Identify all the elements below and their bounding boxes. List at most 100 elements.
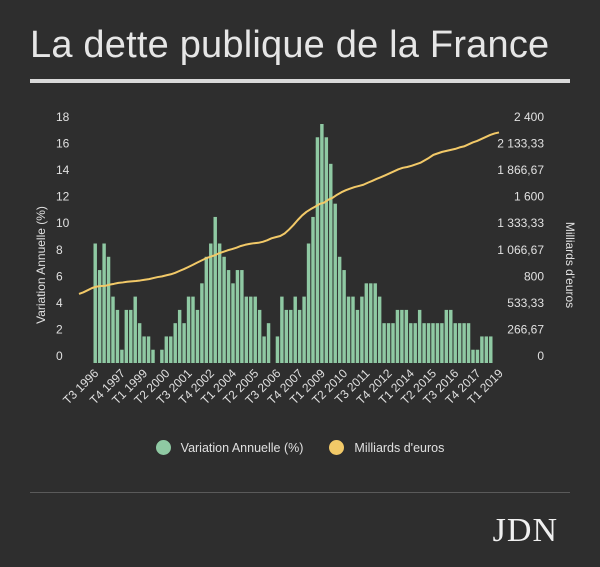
legend: Variation Annuelle (%) Milliards d'euros bbox=[0, 440, 600, 455]
y-tick-label: 2 bbox=[56, 322, 63, 336]
bar bbox=[466, 323, 471, 363]
y-axis-left: 0 2 4 6 8 10 12 14 16 18 bbox=[56, 110, 70, 363]
bar bbox=[351, 296, 355, 363]
bar bbox=[373, 283, 377, 363]
bar bbox=[462, 323, 466, 363]
bar bbox=[395, 309, 400, 363]
y2-tick-label: 533,33 bbox=[507, 296, 544, 310]
y-tick-label: 14 bbox=[56, 163, 70, 177]
bar bbox=[240, 270, 244, 363]
bar bbox=[213, 216, 217, 363]
bar bbox=[342, 270, 346, 363]
debt-line bbox=[78, 131, 500, 295]
bar bbox=[293, 296, 297, 363]
legend-label-bars: Variation Annuelle (%) bbox=[180, 440, 304, 455]
y-tick-label: 12 bbox=[56, 190, 70, 204]
bar bbox=[266, 323, 271, 363]
bar bbox=[235, 270, 240, 363]
bar bbox=[191, 296, 195, 363]
bar bbox=[311, 216, 315, 363]
legend-marker-line bbox=[329, 440, 345, 455]
bar bbox=[404, 309, 409, 363]
bar bbox=[129, 309, 133, 363]
bar bbox=[106, 256, 111, 363]
bar bbox=[164, 336, 169, 363]
bar bbox=[297, 309, 302, 363]
y-tick-label: 18 bbox=[56, 110, 70, 124]
bar bbox=[391, 323, 395, 363]
bar bbox=[409, 323, 413, 363]
bar bbox=[471, 349, 475, 363]
y2-tick-label: 1 600 bbox=[514, 190, 544, 204]
bar bbox=[209, 243, 213, 363]
bar bbox=[182, 323, 186, 363]
y-tick-label: 10 bbox=[56, 216, 70, 230]
bar bbox=[222, 256, 226, 363]
legend-item-line[interactable]: Milliards d'euros bbox=[329, 440, 444, 455]
bar bbox=[475, 349, 480, 363]
bar bbox=[93, 243, 97, 363]
bar bbox=[337, 256, 342, 363]
bar bbox=[275, 336, 280, 363]
bar bbox=[346, 296, 351, 363]
bar bbox=[133, 296, 137, 363]
bar bbox=[489, 336, 493, 363]
bar bbox=[306, 243, 311, 363]
page-title: La dette publique de la France bbox=[30, 24, 550, 66]
y2-tick-label: 1 866,67 bbox=[497, 163, 544, 177]
y-tick-label: 6 bbox=[56, 269, 63, 283]
legend-label-line: Milliards d'euros bbox=[354, 440, 445, 455]
bar bbox=[377, 296, 382, 363]
y2-tick-label: 2 400 bbox=[514, 110, 544, 124]
legend-marker-bars bbox=[155, 440, 171, 455]
bars-layer bbox=[93, 124, 493, 363]
bar bbox=[422, 323, 426, 363]
bar bbox=[320, 124, 324, 363]
bar bbox=[324, 137, 329, 363]
bar bbox=[249, 296, 253, 363]
bar bbox=[440, 323, 444, 363]
bar bbox=[111, 296, 115, 363]
bar bbox=[253, 296, 257, 363]
bar bbox=[426, 323, 431, 363]
bar bbox=[453, 323, 457, 363]
y2-tick-label: 266,67 bbox=[507, 322, 544, 336]
bar bbox=[302, 296, 306, 363]
bar bbox=[417, 309, 422, 363]
y2-axis-label: Milliards d'euros bbox=[563, 222, 577, 308]
bar bbox=[386, 323, 391, 363]
y2-tick-label: 800 bbox=[524, 269, 544, 283]
bar bbox=[315, 137, 320, 363]
y-axis-right: 0 266,67 533,33 800 1 066,67 1 333,33 1 600 1 8… bbox=[497, 110, 544, 363]
bar bbox=[173, 323, 177, 363]
bar bbox=[231, 283, 235, 363]
y-tick-label: 16 bbox=[56, 137, 70, 151]
bar bbox=[169, 336, 173, 363]
legend-item-bars[interactable]: Variation Annuelle (%) bbox=[155, 440, 304, 455]
bar bbox=[195, 309, 200, 363]
bar bbox=[457, 323, 462, 363]
y2-tick-label: 1 066,67 bbox=[497, 243, 544, 257]
bar bbox=[355, 309, 360, 363]
bar bbox=[360, 296, 364, 363]
y-tick-label: 4 bbox=[56, 296, 63, 310]
bar bbox=[146, 336, 151, 363]
brand-logo: JDN bbox=[492, 512, 558, 549]
bar bbox=[160, 349, 164, 363]
bar bbox=[262, 336, 266, 363]
footer-divider bbox=[30, 492, 570, 493]
bar bbox=[217, 243, 222, 363]
bar bbox=[284, 309, 289, 363]
bar bbox=[137, 323, 142, 363]
line-layer bbox=[78, 131, 500, 295]
bar bbox=[289, 309, 293, 363]
debt-chart: 0 2 4 6 8 10 12 14 16 18 0 266,67 533,33 800 1 066,67… bbox=[34, 110, 577, 407]
bar bbox=[400, 309, 404, 363]
bar bbox=[280, 296, 284, 363]
bar bbox=[177, 309, 182, 363]
y2-tick-label: 1 333,33 bbox=[497, 216, 544, 230]
y2-tick-label: 0 bbox=[537, 349, 544, 363]
bar bbox=[257, 309, 262, 363]
bar bbox=[444, 309, 449, 363]
